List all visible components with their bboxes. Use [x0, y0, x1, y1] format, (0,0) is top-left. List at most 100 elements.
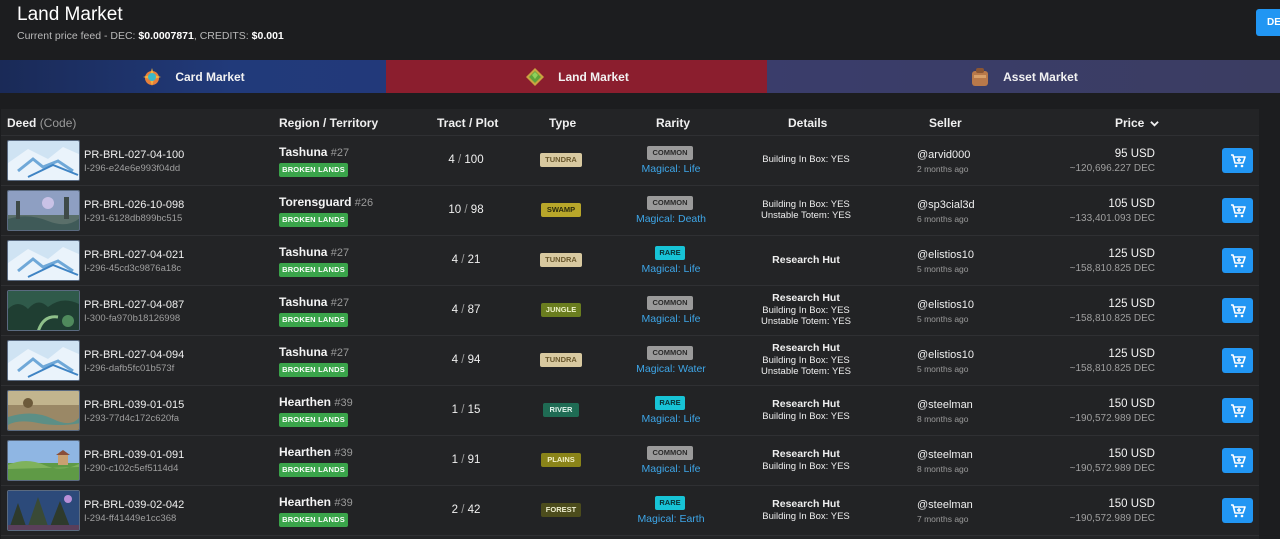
- header-deed[interactable]: Deed (Code): [7, 116, 77, 130]
- table-row[interactable]: PR-BRL-039-02-042 I-294-ff41449e1cc368 Hea…: [1, 486, 1259, 536]
- price-dec: ~158,810.825 DEC: [1069, 363, 1155, 374]
- deed-thumbnail[interactable]: [7, 190, 80, 231]
- seller-name[interactable]: @steelman: [917, 499, 973, 511]
- type-badge: SWAMP: [541, 203, 581, 217]
- dec-button[interactable]: DEC: [1256, 9, 1280, 36]
- region-name: Hearthen #39: [279, 495, 353, 509]
- add-to-cart-button[interactable]: [1222, 298, 1253, 323]
- seller-name[interactable]: @elistios10: [917, 349, 975, 361]
- seller-name[interactable]: @elistios10: [917, 249, 975, 261]
- tab-asset-market[interactable]: Asset Market: [767, 60, 1280, 93]
- tract-separator: /: [458, 154, 462, 166]
- table-row[interactable]: PR-BRL-027-04-094 I-296-dafb5fc01b573f Tas…: [1, 336, 1259, 386]
- header-rarity[interactable]: Rarity: [656, 116, 691, 130]
- table-row[interactable]: PR-BRL-039-01-091 I-290-c102c5ef5114d4 Hea…: [1, 436, 1259, 486]
- deed-id: I-294-ff41449e1cc368: [84, 513, 177, 524]
- details-cell: Research Hut Building In Box: YES Unstable…: [736, 342, 876, 377]
- header-price[interactable]: Price: [1115, 116, 1159, 130]
- deed-code[interactable]: PR-BRL-039-01-091: [84, 449, 185, 461]
- deed-id: I-296-e24e6e993f04dd: [84, 163, 181, 174]
- magic-type: Magical: Life: [641, 463, 701, 475]
- tab-land-market[interactable]: Land Market: [386, 60, 767, 93]
- plot-number: 15: [467, 404, 481, 416]
- territory-number: #39: [334, 397, 353, 409]
- tract-separator: /: [461, 254, 465, 266]
- listed-time: 5 months ago: [917, 314, 969, 324]
- seller-name[interactable]: @arvid000: [917, 149, 971, 161]
- chevron-down-icon: [1149, 121, 1159, 127]
- market-tabs: Card Market Land Market Asset Market: [0, 60, 1280, 93]
- deed-thumbnail[interactable]: [7, 140, 80, 181]
- table-row[interactable]: PR-BRL-027-04-100 I-296-e24e6e993f04dd Tas…: [1, 136, 1259, 186]
- table-row[interactable]: PR-BRL-027-04-021 I-296-45cd3c9876a18c Tas…: [1, 236, 1259, 286]
- magic-type: Magical: Earth: [637, 513, 705, 525]
- tract-number: 4: [448, 154, 455, 166]
- deed-code[interactable]: PR-BRL-027-04-021: [84, 249, 185, 261]
- deed-thumbnail[interactable]: [7, 340, 80, 381]
- price-feed-label: Current price feed - DEC:: [17, 30, 139, 42]
- seller-name[interactable]: @sp3cial3d: [917, 199, 975, 211]
- building-name: Research Hut: [772, 448, 840, 460]
- tract-number: 4: [451, 304, 458, 316]
- tract-number: 1: [451, 404, 458, 416]
- table-row[interactable]: PR-BRL-026-10-098 I-291-6128db899bc515 Tor…: [1, 186, 1259, 236]
- deed-code[interactable]: PR-BRL-027-04-087: [84, 299, 185, 311]
- deed-thumbnail[interactable]: [7, 290, 80, 331]
- seller-name[interactable]: @steelman: [917, 449, 973, 461]
- broken-lands-badge: BROKEN LANDS: [279, 413, 348, 427]
- plot-number: 91: [467, 454, 481, 466]
- table-row[interactable]: PR-BRL-039-01-015 I-293-77d4c172c620fa Hea…: [1, 386, 1259, 436]
- header-region[interactable]: Region / Territory: [279, 116, 379, 130]
- deed-thumbnail[interactable]: [7, 490, 80, 531]
- plot-number: 42: [467, 504, 481, 516]
- add-to-cart-button[interactable]: [1222, 148, 1253, 173]
- deed-code[interactable]: PR-BRL-027-04-100: [84, 149, 185, 161]
- add-to-cart-button[interactable]: [1222, 248, 1253, 273]
- add-to-cart-button[interactable]: [1222, 448, 1253, 473]
- price-usd: 125 USD: [1108, 248, 1155, 260]
- broken-lands-badge: BROKEN LANDS: [279, 263, 348, 277]
- add-to-cart-button[interactable]: [1222, 348, 1253, 373]
- add-to-cart-button[interactable]: [1222, 198, 1253, 223]
- add-to-cart-button[interactable]: [1222, 498, 1253, 523]
- broken-lands-badge: BROKEN LANDS: [279, 213, 348, 227]
- land-market-icon: [526, 67, 545, 86]
- seller-name[interactable]: @elistios10: [917, 299, 975, 311]
- deed-id: I-291-6128db899bc515: [84, 213, 183, 224]
- cart-icon: [1230, 303, 1246, 317]
- add-to-cart-button[interactable]: [1222, 398, 1253, 423]
- price-usd: 150 USD: [1108, 398, 1155, 410]
- magic-type: Magical: Life: [641, 163, 701, 175]
- deed-code[interactable]: PR-BRL-039-02-042: [84, 499, 185, 511]
- header-seller[interactable]: Seller: [929, 116, 962, 130]
- deed-code[interactable]: PR-BRL-026-10-098: [84, 199, 185, 211]
- table-row[interactable]: PR-BRL-027-04-087 I-300-fa970b18126998 Tas…: [1, 286, 1259, 336]
- listed-time: 8 months ago: [917, 414, 969, 424]
- region-name: Torensguard #26: [279, 195, 374, 209]
- region-name: Tashuna #27: [279, 145, 350, 159]
- deed-thumbnail[interactable]: [7, 440, 80, 481]
- header-type[interactable]: Type: [549, 116, 577, 130]
- deed-thumbnail[interactable]: [7, 240, 80, 281]
- price-usd: 95 USD: [1114, 148, 1155, 160]
- tab-card-market[interactable]: Card Market: [0, 60, 386, 93]
- details-cell: Research Hut Building In Box: YES: [736, 498, 876, 522]
- deed-code[interactable]: PR-BRL-027-04-094: [84, 349, 185, 361]
- header-tract[interactable]: Tract / Plot: [437, 116, 499, 130]
- dec-price: $0.0007871: [138, 30, 194, 42]
- deed-code[interactable]: PR-BRL-039-01-015: [84, 399, 185, 411]
- rarity-badge: COMMON: [647, 346, 693, 360]
- rarity-badge: COMMON: [647, 446, 693, 460]
- tract-separator: /: [461, 454, 465, 466]
- listed-time: 8 months ago: [917, 464, 969, 474]
- rarity-badge: COMMON: [647, 146, 693, 160]
- deed-thumbnail[interactable]: [7, 390, 80, 431]
- region-name: Tashuna #27: [279, 295, 350, 309]
- details-cell: Research Hut Building In Box: YES: [736, 398, 876, 422]
- listed-time: 7 months ago: [917, 514, 969, 524]
- seller-name[interactable]: @steelman: [917, 399, 973, 411]
- details-cell: Research Hut Building In Box: YES: [736, 448, 876, 472]
- region-name: Tashuna #27: [279, 345, 350, 359]
- land-table: Deed (Code) Region / Territory Tract / P…: [1, 109, 1259, 539]
- building-name: Research Hut: [772, 498, 840, 510]
